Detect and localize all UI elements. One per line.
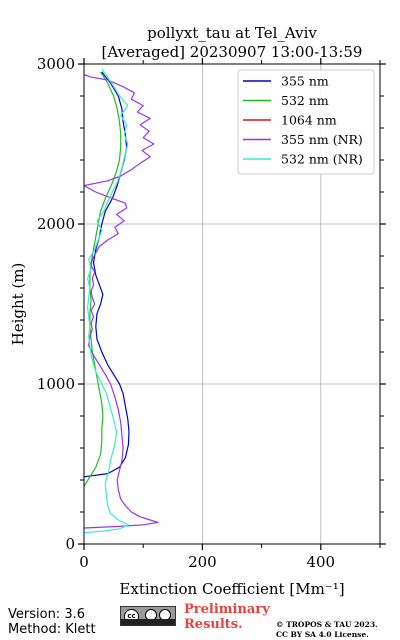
- legend-label: 355 nm: [281, 74, 329, 89]
- y-tick-label: 2000: [37, 215, 75, 233]
- preliminary-line-2: Results.: [184, 617, 243, 632]
- copyright-notice: © TROPOS & TAU 2023. CC BY SA 4.0 Licens…: [276, 620, 378, 640]
- x-tick-label: 200: [188, 553, 217, 571]
- y-tick-label: 3000: [37, 55, 75, 73]
- series-layer: [83, 68, 159, 534]
- preliminary-line-1: Preliminary: [184, 602, 270, 617]
- legend-label: 1064 nm: [281, 113, 337, 128]
- copyright-line-2: CC BY SA 4.0 License.: [276, 630, 369, 639]
- y-axis-label: Height (m): [9, 263, 27, 346]
- series-line-0: [83, 71, 130, 478]
- legend: 355 nm 532 nm 1064 nm 355 nm (NR) 532 nm (NR…: [237, 69, 375, 175]
- y-tick-label: 1000: [37, 375, 75, 393]
- axis-ticks: 0 200 400 0 1000 2000 3000: [37, 55, 386, 571]
- y-tick-label: 0: [65, 535, 75, 553]
- series-line-1: [83, 71, 122, 487]
- legend-label: 355 nm (NR): [281, 132, 363, 147]
- legend-label: 532 nm: [281, 93, 329, 108]
- chart-subtitle: [Averaged] 20230907 13:00-13:59: [102, 43, 363, 61]
- legend-box: [237, 69, 375, 175]
- extinction-profile-chart: pollyxt_tau at Tel_Aviv [Averaged] 20230…: [9, 24, 386, 598]
- preliminary-results-label: Preliminary Results.: [184, 602, 270, 632]
- x-tick-label: 0: [79, 553, 89, 571]
- version-label: Version: 3.6: [8, 607, 85, 622]
- x-axis-label: Extinction Coefficient [Mm⁻¹]: [119, 580, 344, 598]
- series-line-3: [83, 73, 159, 529]
- copyright-line-1: © TROPOS & TAU 2023.: [276, 620, 378, 629]
- series-line-4: [83, 68, 129, 534]
- x-tick-label: 400: [306, 553, 335, 571]
- legend-label: 532 nm (NR): [281, 152, 363, 167]
- chart-title: pollyxt_tau at Tel_Aviv: [147, 24, 317, 42]
- badge-bar: [121, 619, 175, 625]
- method-label: Method: Klett: [8, 622, 96, 637]
- plot-frame: [83, 63, 381, 545]
- cc-license-badge: cc: [120, 606, 176, 626]
